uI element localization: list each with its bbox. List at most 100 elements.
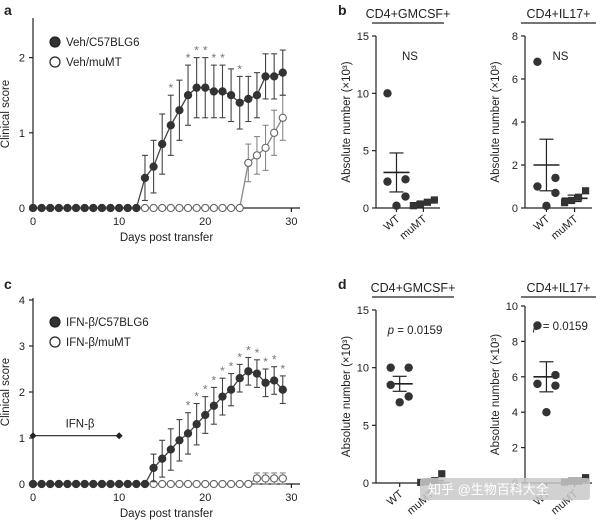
p-value-annotation: p = 0.0159	[387, 325, 443, 337]
data-point-open	[261, 474, 270, 483]
data-point-open	[278, 474, 287, 483]
significance-star: *	[255, 346, 260, 360]
data-point-open	[252, 474, 262, 483]
data-point-open	[201, 203, 210, 213]
treatment-label: IFN-β	[66, 419, 95, 431]
data-point-filled	[149, 463, 158, 473]
x-tick-label: muMT	[549, 213, 581, 242]
data-point-filled	[209, 87, 219, 96]
panel-letter-b: b	[338, 2, 347, 18]
data-point-filled	[261, 378, 270, 387]
data-point-filled	[278, 68, 287, 77]
scatter-title: CD4+GMCSF+	[371, 281, 456, 295]
legend-marker-open	[49, 56, 61, 68]
x-tick-label: muMT	[398, 213, 430, 242]
data-point-filled	[270, 72, 279, 81]
significance-star: *	[237, 350, 242, 364]
y-tick-label: 2	[512, 443, 518, 455]
significance-star: *	[237, 62, 242, 76]
data-point-filled	[80, 203, 89, 213]
data-point-open	[158, 203, 167, 213]
significance-star: *	[203, 44, 208, 58]
data-point-filled	[235, 374, 244, 383]
data-point-filled	[140, 173, 150, 183]
y-tick-label: 4	[19, 295, 25, 307]
significance-star: *	[263, 355, 268, 369]
data-point-open	[218, 203, 227, 213]
data-point-open	[226, 479, 236, 489]
significance-star: *	[246, 344, 251, 358]
data-point-filled	[63, 203, 72, 213]
data-point-square	[581, 474, 590, 482]
data-point-filled	[252, 91, 262, 100]
data-point-filled	[28, 479, 38, 489]
p-symbol: p	[387, 325, 395, 337]
y-tick-label: 4	[512, 407, 518, 419]
y-tick-label: 15	[357, 31, 369, 43]
significance-star: *	[186, 51, 191, 65]
data-point-filled	[132, 479, 141, 489]
data-point-open	[140, 203, 150, 213]
data-point-filled	[166, 121, 175, 130]
treatment-start-diamond	[29, 432, 37, 440]
significance-annotation: NS	[553, 51, 569, 63]
data-point-filled	[244, 94, 253, 104]
x-axis-title: Days post transfer	[120, 232, 213, 244]
y-axis-title: Absolute number (×10³)	[341, 61, 353, 182]
data-point-circle	[533, 182, 542, 191]
y-tick-label: 6	[512, 74, 518, 86]
data-point-filled	[37, 479, 46, 489]
data-point-square	[430, 196, 438, 204]
data-point-square	[423, 198, 431, 206]
x-tick-label: WT	[385, 488, 406, 508]
data-point-circle	[542, 201, 551, 211]
significance-star: *	[212, 51, 217, 65]
data-point-square	[438, 470, 446, 478]
data-point-circle	[386, 380, 395, 390]
p-value: = 0.0159	[394, 325, 442, 337]
legend-label: IFN-β/muMT	[66, 337, 131, 349]
data-point-filled	[166, 445, 175, 454]
panel-b-gmcsf-scatter: CD4+GMCSF+ 0 5 10 15 Absolute number (×10³) WT…	[341, 7, 450, 242]
data-point-filled	[106, 479, 115, 489]
x-tick-label: 10	[113, 492, 125, 504]
y-tick-label: 15	[357, 305, 369, 317]
y-tick-label: 8	[512, 336, 518, 348]
significance-annotation: NS	[402, 51, 418, 63]
y-tick-label: 6	[512, 372, 518, 384]
data-point-filled	[63, 479, 72, 489]
y-tick-label: 4	[512, 117, 518, 129]
y-tick-label: 2	[19, 387, 25, 399]
data-point-filled	[175, 106, 184, 115]
data-point-filled	[46, 479, 55, 489]
x-tick-label: WT	[382, 213, 403, 233]
y-tick-label: 3	[19, 341, 25, 353]
data-point-filled	[192, 83, 201, 92]
significance-star: *	[229, 360, 234, 374]
data-point-circle	[542, 408, 551, 417]
data-point-filled	[158, 454, 167, 463]
data-point-filled	[54, 479, 63, 489]
data-point-filled	[218, 87, 227, 96]
data-point-open	[201, 479, 210, 489]
data-point-open	[166, 479, 175, 489]
data-point-filled	[28, 203, 38, 213]
data-point-filled	[106, 203, 115, 213]
data-point-circle	[533, 321, 542, 330]
y-tick-label: 8	[512, 31, 518, 43]
x-tick-label: 0	[30, 216, 36, 228]
panel-b-il17-scatter: CD4+IL17+ 0 2 4 6 8 Absolute number (×10³) WTmu…	[490, 7, 596, 242]
data-point-circle	[401, 175, 410, 184]
data-point-open	[270, 474, 279, 483]
data-point-filled	[54, 203, 63, 213]
x-tick-label: 20	[199, 492, 211, 504]
data-point-open	[158, 479, 167, 489]
data-point-circle	[383, 89, 392, 98]
data-point-circle	[395, 398, 404, 407]
significance-star: *	[272, 353, 277, 367]
y-tick-label: 5	[363, 420, 369, 432]
legend-label: Veh/C57BLG6	[66, 37, 140, 49]
data-point-open	[261, 143, 270, 152]
